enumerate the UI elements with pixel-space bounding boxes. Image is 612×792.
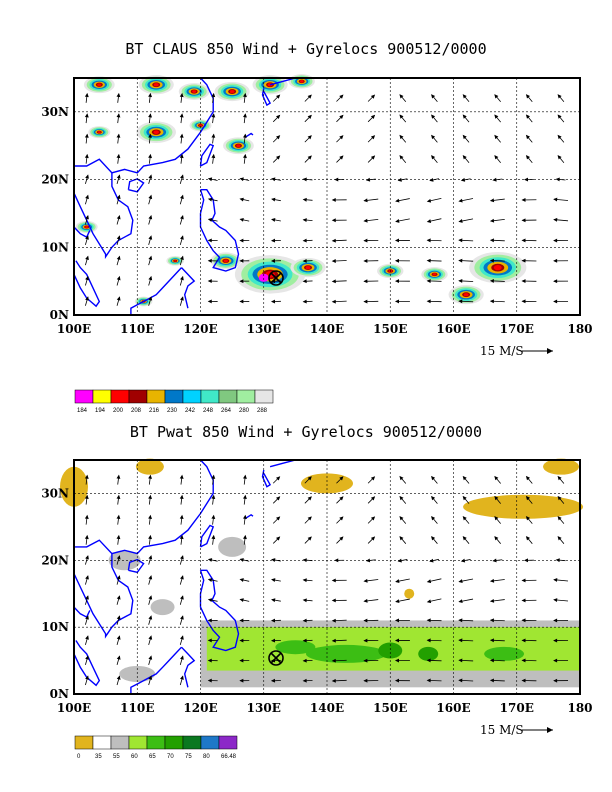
lat-label: 20N [41, 173, 69, 187]
colorbar-swatch [254, 389, 274, 404]
lon-label: 180 [567, 701, 592, 715]
panel1-colorbar: 184 194 200 208 216 230 242 248 264 280 288 [74, 389, 274, 414]
panel2-coastline [73, 459, 296, 694]
colorbar-label: 35 [95, 754, 102, 760]
colorbar-label: 60 [131, 754, 138, 760]
lon-label: 150E [373, 701, 407, 715]
colorbar-swatch [74, 735, 94, 750]
lon-label: 160E [436, 701, 470, 715]
lon-label: 180 [567, 322, 592, 336]
lon-label: 140E [310, 322, 344, 336]
lat-label: 10N [41, 620, 69, 634]
colorbar-label: 0 [77, 754, 81, 760]
colorbar-swatch [92, 389, 112, 404]
panel1-wind-vectors [84, 92, 569, 306]
colorbar-swatch [164, 735, 184, 750]
colorbar-swatch [110, 389, 130, 404]
colorbar-swatch [200, 735, 220, 750]
colorbar-label: 264 [221, 408, 232, 414]
lon-label: 130E [247, 701, 281, 715]
panel2-wind-vectors [84, 474, 569, 686]
lon-label: 150E [373, 322, 407, 336]
lon-label: 140E [310, 701, 344, 715]
panel2-colorbar: 0 35 55 60 65 70 75 80 66.48 [74, 735, 238, 760]
panel1-map: 30N 20N 10N 0N 100E 110E 120E 130E 140E 150E 160E… [41, 74, 593, 414]
lon-label: 160E [436, 322, 470, 336]
lon-label: 110E [120, 322, 154, 336]
colorbar-label: 242 [185, 408, 196, 414]
colorbar-swatch [218, 389, 238, 404]
lon-label: 100E [57, 322, 91, 336]
lat-label: 20N [41, 553, 69, 567]
colorbar-swatch [182, 389, 202, 404]
lon-label: 120E [183, 322, 217, 336]
lon-label: 170E [500, 701, 534, 715]
colorbar-label: 66.48 [221, 754, 237, 760]
colorbar-label: 248 [203, 408, 214, 414]
colorbar-swatch [110, 735, 130, 750]
colorbar-label: 75 [185, 754, 192, 760]
panel2-map: 30N 20N 10N 0N 100E 110E 120E 130E 140E 150E 160E… [41, 458, 593, 760]
colorbar-label: 200 [113, 408, 124, 414]
panel1-ref-vector-label: 15 M/S [480, 344, 524, 358]
lat-label: 0N [50, 687, 69, 701]
lon-label: 130E [247, 322, 281, 336]
lon-label: 100E [57, 701, 91, 715]
lat-label: 10N [41, 240, 69, 254]
colorbar-label: 230 [167, 408, 178, 414]
colorbar-label: 55 [113, 754, 120, 760]
colorbar-label: 208 [131, 408, 142, 414]
lat-label: 30N [41, 105, 69, 119]
colorbar-label: 280 [239, 408, 250, 414]
colorbar-swatch [164, 389, 184, 404]
colorbar-swatch [146, 735, 166, 750]
colorbar-swatch [92, 735, 112, 750]
colorbar-swatch [236, 389, 256, 404]
panel2-gyre-marker [268, 650, 284, 666]
colorbar-label: 80 [203, 754, 210, 760]
colorbar-label: 194 [95, 408, 106, 414]
colorbar-label: 70 [167, 754, 174, 760]
colorbar-label: 184 [77, 408, 88, 414]
panel2-ref-vector-label: 15 M/S [480, 723, 524, 737]
panel1-gyre-marker [268, 270, 284, 286]
panel2-title: BT Pwat 850 Wind + Gyrelocs 900512/0000 [129, 423, 483, 441]
colorbar-swatch [146, 389, 166, 404]
panel1-coastline [73, 77, 296, 315]
lat-label: 0N [50, 308, 69, 322]
colorbar-swatch [182, 735, 202, 750]
colorbar-label: 65 [149, 754, 156, 760]
panel1-title: BT CLAUS 850 Wind + Gyrelocs 900512/0000 [125, 40, 487, 58]
panel2-reference-vector: 15 M/S [480, 723, 553, 737]
colorbar-swatch [128, 389, 148, 404]
colorbar-swatch [74, 389, 94, 404]
lon-label: 120E [183, 701, 217, 715]
colorbar-swatch [200, 389, 220, 404]
panel2-gridlines [74, 460, 580, 694]
lon-label: 170E [500, 322, 534, 336]
colorbar-label: 288 [257, 408, 268, 414]
panel1-reference-vector: 15 M/S [480, 344, 553, 358]
lat-label: 30N [41, 486, 69, 500]
lon-label: 110E [120, 701, 154, 715]
colorbar-swatch [128, 735, 148, 750]
colorbar-label: 216 [149, 408, 160, 414]
colorbar-swatch [218, 735, 238, 750]
